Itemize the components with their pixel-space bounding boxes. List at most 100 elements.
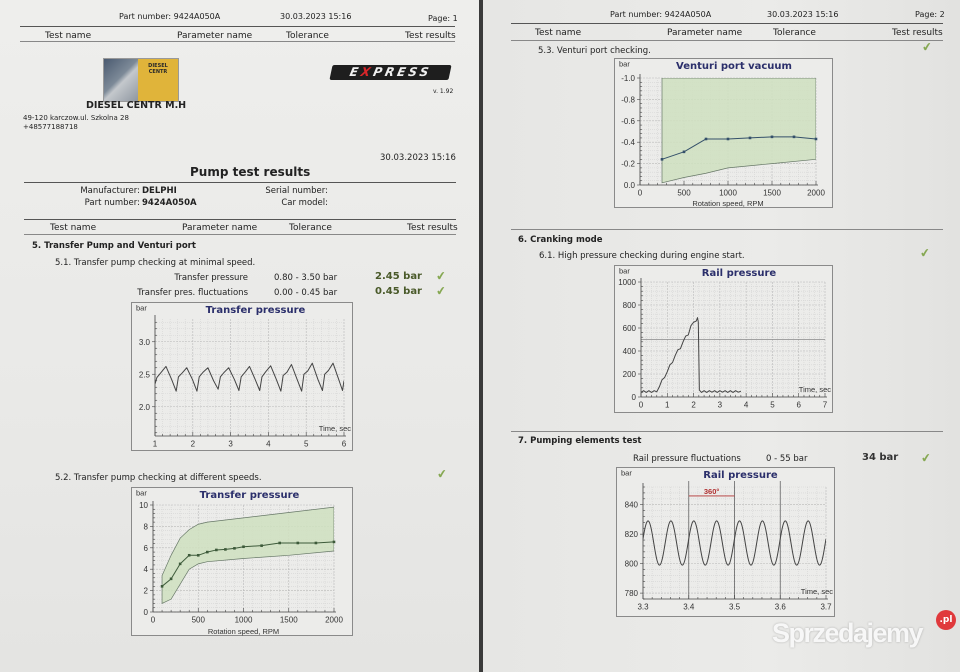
x-tick-label: 1500 [280,616,298,625]
report-page-1: Part number: 9424A050A 30.03.2023 15:16 … [0,0,480,672]
section-5-title: 5. Transfer Pump and Venturi port [32,241,196,251]
x-axis-label: Time, sec [319,424,351,433]
y-tick-label: -0.4 [621,138,635,147]
y-tick-label: 10 [139,501,148,510]
column-parameter-name: Parameter name [177,31,253,41]
chart-venturi-port-vacuum: 0 500 1000 1500 2000 0.0 -0.2 -0.4 -0.6 -0.8 -1.0 b… [614,58,833,208]
header-datetime: 30.03.2023 15:16 [767,10,839,19]
series-line [641,317,742,393]
y-tick-label: 2 [144,587,149,596]
y-tick-label: 800 [623,301,637,310]
divider [511,40,943,41]
y-axis-label: bar [619,60,630,69]
x-tick-label: 1 [665,401,670,410]
x-tick-label: 6 [796,401,801,410]
tolerance-band [661,78,816,184]
header-page-number: Page: 2 [915,10,945,19]
chart-title: Transfer pressure [206,305,306,316]
data-point [178,562,182,566]
y-tick-label: 200 [623,370,637,379]
x-tick-label: 3.7 [820,603,832,612]
data-point [814,137,818,141]
x-tick-label: 3.5 [729,603,741,612]
divider [20,41,455,42]
x-tick-label: 2000 [325,616,343,625]
y-tick-label: -1.0 [621,74,635,83]
x-tick-label: 0 [151,616,156,625]
y-tick-label: 0.0 [624,181,636,190]
x-tick-label: 1000 [719,189,737,198]
x-tick-label: 500 [192,616,206,625]
data-point [792,135,796,139]
chart-rail-pressure-pumping: 3.3 3.4 3.5 3.6 3.7 780 800 820 840 bar Time, sec R… [616,467,835,617]
result-value: 2.45 bar [375,271,422,282]
chart-svg: 0 1 2 3 4 5 6 7 0 200 400 600 800 1000 bar Time, sec Rai… [618,267,831,410]
y-tick-label: 400 [623,347,637,356]
x-tick-label: 6 [342,440,347,449]
data-point [224,548,227,551]
chart-title: Venturi port vacuum [676,61,792,72]
parameter-name: Transfer pressure [174,273,248,283]
chart-rail-pressure-cranking: 0 1 2 3 4 5 6 7 0 200 400 600 800 1000 bar Time, sec Rai… [614,265,833,413]
y-tick-label: 800 [625,560,639,569]
divider [511,23,943,24]
column-tolerance: Tolerance [773,28,816,38]
divider [24,219,456,220]
y-tick-label: 600 [623,324,637,333]
x-tick-label: 0 [639,401,644,410]
result-value: 0.45 bar [375,286,422,297]
divider [24,182,456,183]
x-tick-label: 2000 [807,189,825,198]
chart-svg: 0 500 1000 1500 2000 0.0 -0.2 -0.4 -0.6 -0.8 -1.0 b… [619,60,825,209]
column-tolerance: Tolerance [289,223,332,233]
chart-svg: 0 500 1000 1500 2000 0 2 4 6 8 10 bar Rotation speed… [136,489,343,637]
data-point [242,545,245,549]
report-datetime: 30.03.2023 15:16 [380,153,456,163]
check-icon: ✔ [436,466,448,482]
y-axis-label: bar [136,489,147,498]
manufacturer-value: DELPHI [142,186,177,196]
grid [154,319,345,436]
result-value: 34 bar [862,452,899,463]
y-tick-label: -0.2 [621,160,635,169]
x-tick-label: 1 [153,440,158,449]
data-point [726,137,730,141]
column-test-name: Test name [535,28,582,38]
chart-svg: 1 2 3 4 5 6 2.0 2.5 3.0 bar Time, sec Transfer pres… [136,304,351,449]
check-icon: ✔ [919,245,931,261]
y-tick-label: -0.6 [621,117,635,126]
column-test-results: Test results [892,28,943,38]
express-logo: EXPRESS [329,65,452,80]
x-tick-label: 5 [770,401,775,410]
divider [511,431,943,432]
y-tick-label: 0 [632,393,637,402]
column-test-results: Test results [407,223,458,233]
x-tick-label: 1000 [235,616,253,625]
divider [20,26,455,27]
y-tick-label: 0 [144,608,149,617]
tolerance: 0 - 55 bar [766,454,808,464]
column-test-name: Test name [45,31,92,41]
subsection-5-1-title: 5.1. Transfer pump checking at minimal s… [55,258,256,268]
check-icon: ✔ [920,450,932,466]
header-part-number: Part number: 9424A050A [119,12,221,21]
x-tick-label: 1500 [763,189,781,198]
y-tick-label: 6 [144,544,149,553]
column-tolerance: Tolerance [286,31,329,41]
data-point [215,548,218,552]
watermark-logo: Sprzedajemy [772,618,924,648]
y-tick-label: 820 [625,530,639,539]
report-page-2: Part number: 9424A050A 30.03.2023 15:16 … [483,0,960,672]
column-parameter-name: Parameter name [667,28,743,38]
software-version: v. 1.92 [433,88,454,95]
data-point [770,135,774,139]
data-point [660,158,664,161]
chart-svg: 3.3 3.4 3.5 3.6 3.7 780 800 820 840 bar Time, sec R… [621,469,833,612]
chart-title: Rail pressure [702,268,777,279]
series-line [155,362,344,392]
x-tick-label: 0 [638,189,643,198]
y-axis-label: bar [621,469,632,478]
part-number-label: Part number: [84,198,140,208]
x-tick-label: 3.6 [775,603,787,612]
data-point [296,541,300,545]
